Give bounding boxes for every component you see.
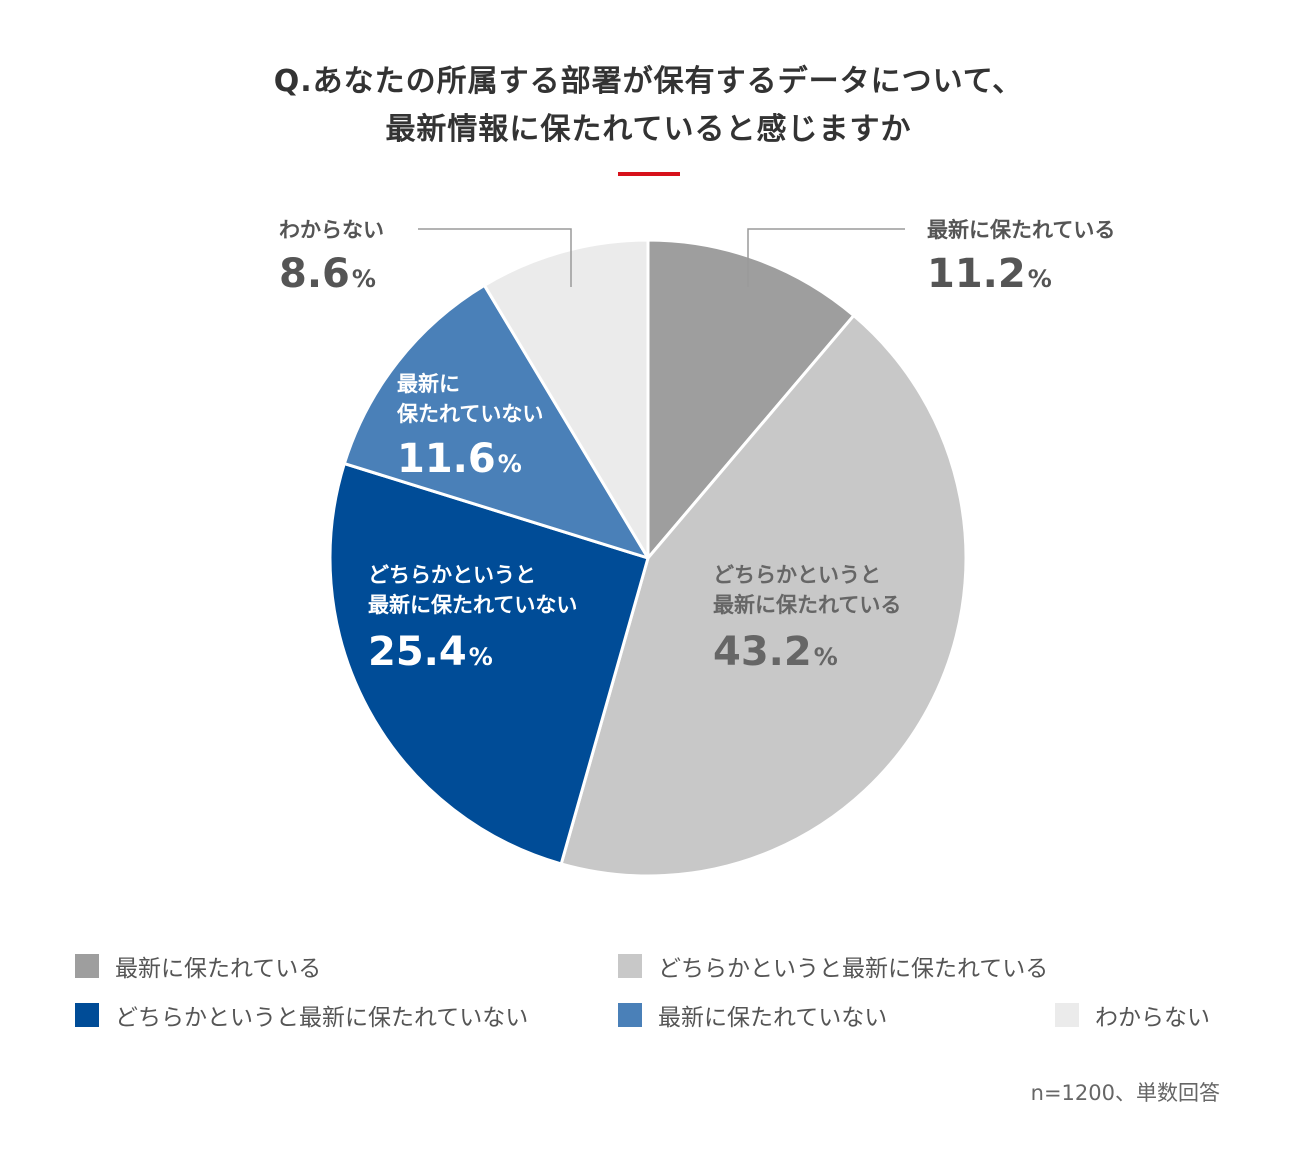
legend-label-4: 最新に保たれていない [658, 1005, 888, 1031]
slice-label-5: わからない 8.6% [279, 218, 384, 297]
slice-value-1: 11.2% [927, 251, 1052, 297]
title-accent-line [618, 172, 680, 176]
slice-label-3: どちらかというと最新に保たれていない 25.4% [368, 563, 577, 675]
leader-line-1 [747, 228, 905, 287]
pie-slice-3 [328, 462, 650, 866]
legend-item-4: 最新に保たれていない [618, 998, 887, 1032]
pie-slice-4 [342, 283, 650, 560]
slice-label-1-line-1: 最新に保たれている [927, 218, 1115, 242]
pie-slice-2 [559, 314, 968, 878]
legend-swatch-4 [618, 1003, 642, 1027]
legend-swatch-1 [75, 954, 99, 978]
slice-label-2-line-2: 最新に保たれている [713, 593, 901, 617]
slice-value-2: 43.2% [713, 629, 838, 675]
pie-slice-5 [482, 238, 650, 560]
slice-value-5: 8.6% [279, 251, 376, 297]
slice-label-4-line-2: 保たれていない [396, 402, 543, 426]
legend-swatch-5 [1055, 1003, 1079, 1027]
slice-value-4: 11.6% [397, 436, 522, 482]
slice-label-4-line-1: 最新に [397, 372, 460, 396]
legend-label-1: 最新に保たれている [115, 956, 322, 982]
chart-title: Q.あなたの所属する部署が保有するデータについて、 最新情報に保たれていると感じ… [0, 58, 1297, 154]
pie-slice-1 [646, 238, 856, 560]
slice-label-5-line-1: わからない [279, 218, 384, 242]
legend-item-3: どちらかというと最新に保たれていない [75, 998, 528, 1032]
legend-swatch-3 [75, 1003, 99, 1027]
legend-label-2: どちらかというと最新に保たれている [658, 956, 1049, 982]
slice-label-2-line-1: どちらかというと [713, 563, 881, 587]
slice-label-3-line-2: 最新に保たれていない [368, 593, 577, 617]
slice-label-2: どちらかというと最新に保たれている 43.2% [713, 563, 901, 675]
legend-item-1: 最新に保たれている [75, 949, 321, 983]
leader-line-2 [418, 228, 572, 287]
slice-value-3: 25.4% [368, 629, 493, 675]
legend-item-5: わからない [1055, 998, 1210, 1032]
legend-item-2: どちらかというと最新に保たれている [618, 949, 1048, 983]
legend-label-3: どちらかというと最新に保たれていない [115, 1005, 529, 1031]
title-line-2: 最新情報に保たれていると感じますか [385, 112, 912, 147]
sample-footnote: n=1200、単数回答 [1030, 1081, 1220, 1105]
slice-label-4: 最新に保たれていない 11.6% [396, 372, 543, 482]
slice-label-1: 最新に保たれている 11.2% [927, 218, 1115, 297]
slice-label-3-line-1: どちらかというと [368, 563, 536, 587]
legend-swatch-2 [618, 954, 642, 978]
legend-label-5: わからない [1095, 1005, 1210, 1031]
title-line-1: Q.あなたの所属する部署が保有するデータについて、 [273, 64, 1024, 99]
